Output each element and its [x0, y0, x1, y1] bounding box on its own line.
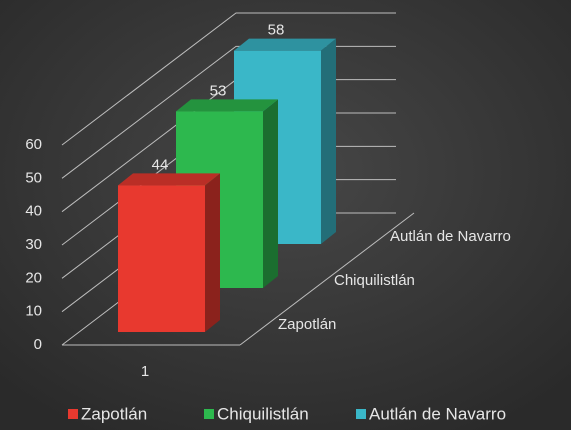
legend-label: Zapotlán — [81, 404, 147, 423]
bar-side — [321, 38, 336, 244]
legend-label: Autlán de Navarro — [369, 404, 506, 423]
x-tick-label: 1 — [141, 363, 149, 380]
y-tick-label: 60 — [25, 136, 42, 153]
data-label: 44 — [152, 156, 169, 173]
bar-side — [263, 99, 278, 288]
bar-side — [205, 173, 220, 332]
depth-label: Autlán de Navarro — [390, 228, 511, 245]
data-label: 58 — [268, 22, 285, 39]
floor-edge — [239, 212, 415, 346]
bar-top — [118, 173, 220, 186]
grid-line — [61, 45, 396, 179]
y-tick-label: 30 — [25, 236, 42, 253]
data-label: 53 — [210, 82, 227, 99]
bar-top — [176, 99, 278, 112]
legend-label: Chiquilistlán — [217, 404, 309, 423]
legend-swatch — [204, 409, 214, 419]
depth-label: Zapotlán — [278, 316, 336, 333]
depth-label: Chiquilistlán — [334, 272, 415, 289]
y-tick-label: 20 — [25, 269, 42, 286]
y-tick-label: 40 — [25, 203, 42, 220]
legend-swatch — [68, 409, 78, 419]
legend-swatch — [356, 409, 366, 419]
y-tick-label: 10 — [25, 303, 42, 320]
y-tick-label: 50 — [25, 169, 42, 186]
bar — [118, 185, 205, 332]
bar-top — [234, 38, 336, 51]
grid-line — [61, 12, 396, 146]
y-tick-label: 0 — [34, 336, 42, 353]
